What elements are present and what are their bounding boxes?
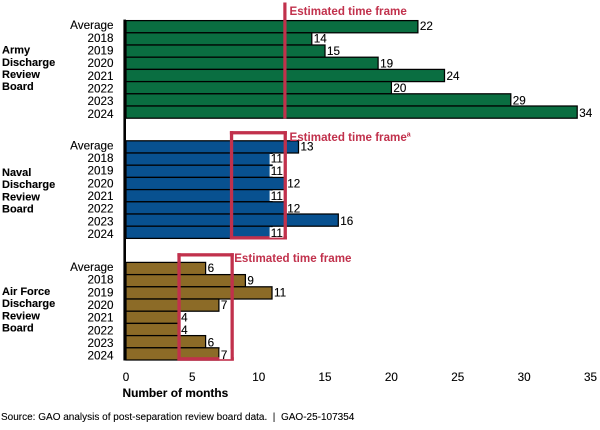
svg-text:Average: Average — [70, 19, 113, 32]
svg-text:Review: Review — [2, 69, 40, 81]
svg-text:2018: 2018 — [87, 274, 113, 287]
svg-text:2019: 2019 — [87, 286, 113, 299]
svg-text:0: 0 — [123, 371, 130, 384]
svg-text:Discharge: Discharge — [2, 57, 55, 69]
svg-text:4: 4 — [181, 324, 188, 337]
svg-text:Board: Board — [2, 323, 34, 335]
svg-text:25: 25 — [451, 371, 465, 384]
svg-text:Estimated time framea: Estimated time framea — [290, 131, 411, 144]
svg-text:10: 10 — [252, 371, 266, 384]
svg-text:Source: GAO analysis of post-s: Source: GAO analysis of post-separation … — [1, 412, 355, 423]
svg-text:4: 4 — [181, 312, 188, 325]
svg-text:11: 11 — [274, 287, 286, 300]
svg-text:7: 7 — [221, 349, 228, 362]
svg-text:11: 11 — [271, 153, 283, 166]
svg-text:2023: 2023 — [87, 215, 113, 228]
svg-text:14: 14 — [314, 33, 328, 46]
svg-text:2020: 2020 — [87, 57, 114, 70]
svg-text:20: 20 — [385, 371, 399, 384]
svg-text:Naval: Naval — [2, 167, 31, 179]
svg-text:11: 11 — [271, 227, 283, 240]
svg-text:22: 22 — [420, 20, 433, 33]
svg-text:12: 12 — [287, 202, 300, 215]
svg-text:2018: 2018 — [87, 32, 113, 45]
svg-text:2024: 2024 — [87, 108, 114, 121]
svg-text:9: 9 — [247, 274, 254, 287]
svg-text:34: 34 — [579, 107, 593, 120]
svg-text:11: 11 — [271, 165, 283, 178]
svg-text:Review: Review — [2, 191, 40, 203]
svg-text:30: 30 — [518, 371, 532, 384]
svg-text:15: 15 — [318, 371, 332, 384]
svg-text:2021: 2021 — [87, 70, 113, 83]
svg-text:15: 15 — [327, 45, 341, 58]
svg-text:35: 35 — [584, 371, 598, 384]
svg-text:Review: Review — [2, 310, 40, 322]
svg-text:Discharge: Discharge — [2, 298, 55, 310]
svg-text:16: 16 — [340, 215, 353, 228]
svg-text:Discharge: Discharge — [2, 179, 55, 191]
svg-text:2021: 2021 — [87, 190, 113, 203]
svg-text:2022: 2022 — [87, 324, 113, 337]
svg-text:2022: 2022 — [87, 83, 113, 96]
svg-text:20: 20 — [393, 82, 407, 95]
svg-text:2018: 2018 — [87, 152, 113, 165]
svg-text:Army: Army — [2, 45, 31, 57]
svg-text:6: 6 — [208, 336, 215, 349]
svg-text:Average: Average — [70, 261, 113, 274]
svg-text:7: 7 — [221, 299, 228, 312]
svg-text:29: 29 — [513, 95, 526, 108]
svg-text:Number of months: Number of months — [123, 386, 229, 400]
svg-text:Estimated time frame: Estimated time frame — [290, 5, 408, 18]
svg-text:24: 24 — [447, 70, 461, 83]
svg-text:2024: 2024 — [87, 228, 114, 241]
svg-text:2019: 2019 — [87, 165, 113, 178]
svg-text:Estimated time frame: Estimated time frame — [234, 252, 352, 265]
svg-text:Board: Board — [2, 81, 34, 93]
svg-text:Board: Board — [2, 204, 34, 216]
svg-text:Average: Average — [70, 139, 113, 152]
svg-text:2019: 2019 — [87, 45, 113, 58]
svg-text:2023: 2023 — [87, 337, 113, 350]
svg-text:2020: 2020 — [87, 177, 114, 190]
svg-text:13: 13 — [301, 140, 314, 153]
svg-text:6: 6 — [208, 262, 215, 275]
svg-text:19: 19 — [380, 57, 393, 70]
svg-text:Air Force: Air Force — [2, 286, 50, 298]
svg-text:12: 12 — [287, 178, 300, 191]
svg-text:2023: 2023 — [87, 95, 113, 108]
svg-text:5: 5 — [189, 371, 196, 384]
svg-text:2024: 2024 — [87, 350, 114, 363]
svg-text:2020: 2020 — [87, 299, 114, 312]
svg-text:2022: 2022 — [87, 203, 113, 216]
svg-text:11: 11 — [271, 190, 283, 203]
svg-text:2021: 2021 — [87, 312, 113, 325]
